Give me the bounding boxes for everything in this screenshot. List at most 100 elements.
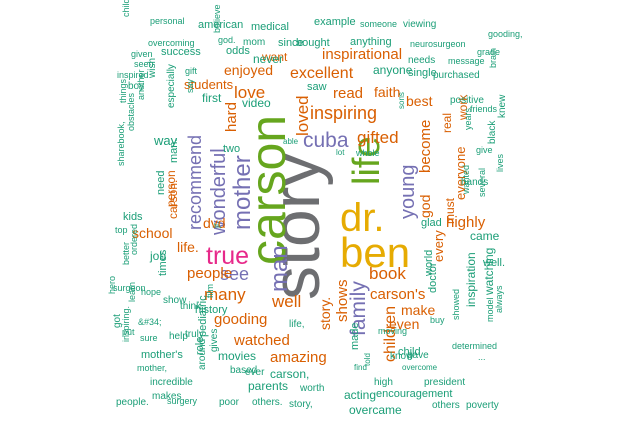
cloud-word: given: [131, 49, 153, 59]
cloud-word: sure: [140, 333, 158, 343]
cloud-word: bought: [296, 37, 330, 49]
cloud-word: truly: [185, 329, 204, 340]
cloud-word: someone: [360, 19, 398, 29]
cloud-word: glad: [421, 217, 442, 229]
cloud-word: anyone: [373, 63, 413, 77]
cloud-word: real: [440, 112, 454, 133]
cloud-word: better: [121, 241, 131, 265]
cloud-word: see: [220, 264, 250, 284]
cloud-word: knew: [497, 94, 508, 118]
cloud-word: faith: [374, 84, 401, 100]
cloud-word: life.: [177, 239, 199, 255]
cloud-word: story,: [289, 399, 313, 410]
cloud-word: gave: [407, 350, 429, 361]
cloud-word: sons: [397, 92, 406, 109]
cloud-word: life,: [289, 319, 305, 330]
cloud-word: poverty: [466, 400, 499, 411]
cloud-word: grade: [477, 47, 501, 57]
cloud-word: book: [369, 264, 406, 283]
cloud-word: able: [283, 137, 299, 146]
cloud-word: high: [374, 377, 393, 388]
cloud-word: find: [354, 363, 367, 372]
cloud-word: well: [272, 292, 302, 311]
cloud-word: inspiration: [464, 252, 478, 307]
cloud-word: another: [136, 69, 146, 100]
cloud-word: surgeon: [113, 283, 146, 293]
cloud-word: viewing: [403, 19, 437, 30]
cloud-word: ...: [478, 352, 486, 362]
cloud-word: message: [448, 56, 485, 66]
cloud-word: came: [470, 229, 500, 243]
cloud-word: god: [417, 194, 433, 218]
cloud-word: odds: [226, 45, 250, 57]
cloud-word: based: [230, 365, 258, 376]
cloud-word: first: [202, 91, 222, 105]
cloud-word: amazing: [270, 349, 327, 366]
cloud-word: lives: [495, 153, 505, 172]
cloud-word: gooding: [214, 311, 268, 328]
cloud-word: wish: [147, 57, 158, 78]
cloud-word: learn: [127, 281, 137, 302]
cloud-word: child: [398, 346, 421, 358]
cloud-word: doctor: [427, 262, 439, 293]
cloud-word: american: [198, 19, 244, 31]
cloud-word: positive: [450, 95, 484, 106]
cloud-word: mother,: [137, 363, 168, 373]
cloud-word: president: [424, 377, 466, 388]
cloud-word: highly: [446, 214, 486, 231]
cloud-word: ordered: [129, 223, 139, 255]
cloud-word: &#34;: [138, 317, 162, 327]
cloud-word: dvd: [203, 215, 226, 231]
cloud-word: single: [408, 67, 437, 79]
cloud-word: people: [187, 265, 233, 282]
cloud-word: give: [476, 145, 493, 155]
cloud-word: others.: [252, 397, 283, 408]
cloud-word: years: [463, 107, 473, 130]
cloud-word: whole: [356, 148, 380, 158]
cloud-word: overcoming: [148, 38, 195, 48]
cloud-word: dr.: [340, 196, 385, 240]
cloud-word: buy: [430, 315, 445, 325]
cloud-word: medical: [251, 21, 289, 33]
cloud-word: friends: [470, 104, 498, 114]
cloud-word: wanted: [461, 164, 471, 194]
cloud-word: ben: [340, 229, 411, 276]
cloud-word: never: [253, 52, 284, 66]
cloud-word: inspirational: [322, 46, 403, 63]
cloud-word: think: [180, 301, 202, 312]
cloud-word: determined: [452, 341, 498, 351]
cloud-word: especially: [166, 64, 177, 108]
cloud-word: personal: [150, 16, 185, 26]
cloud-word: shows: [334, 279, 351, 322]
cloud-word: success: [161, 46, 201, 58]
cloud-word: acting: [344, 388, 377, 402]
cloud-word: several: [477, 167, 487, 197]
cloud-word: got: [112, 314, 123, 328]
cloud-word: love: [234, 83, 266, 102]
cloud-word: job: [150, 249, 167, 263]
cloud-word: black: [487, 120, 498, 144]
cloud-word: children.: [121, 0, 131, 17]
cloud-word: anything: [350, 36, 392, 48]
cloud-word: say: [185, 78, 195, 93]
cloud-word: put: [122, 327, 135, 337]
cloud-word: brain: [488, 47, 498, 68]
cloud-word: around: [197, 338, 208, 370]
cloud-word: school: [132, 225, 173, 241]
cloud-word: man: [266, 245, 293, 292]
cloud-word: want: [262, 50, 288, 64]
cloud-word: show: [163, 295, 187, 306]
cloud-word: poor: [219, 397, 240, 408]
cloud-word: well.: [483, 257, 506, 269]
cloud-word: best: [406, 93, 433, 109]
cloud-word: way: [154, 133, 178, 148]
cloud-word: must: [443, 197, 457, 224]
cloud-word: gives: [209, 328, 220, 352]
cloud-word: hands: [461, 177, 489, 188]
cloud-word: video: [242, 96, 271, 110]
cloud-word: mother's: [141, 349, 183, 361]
cloud-word: kids: [123, 211, 143, 223]
cloud-word: lot: [336, 148, 345, 157]
cloud-word: cuba: [303, 129, 349, 152]
